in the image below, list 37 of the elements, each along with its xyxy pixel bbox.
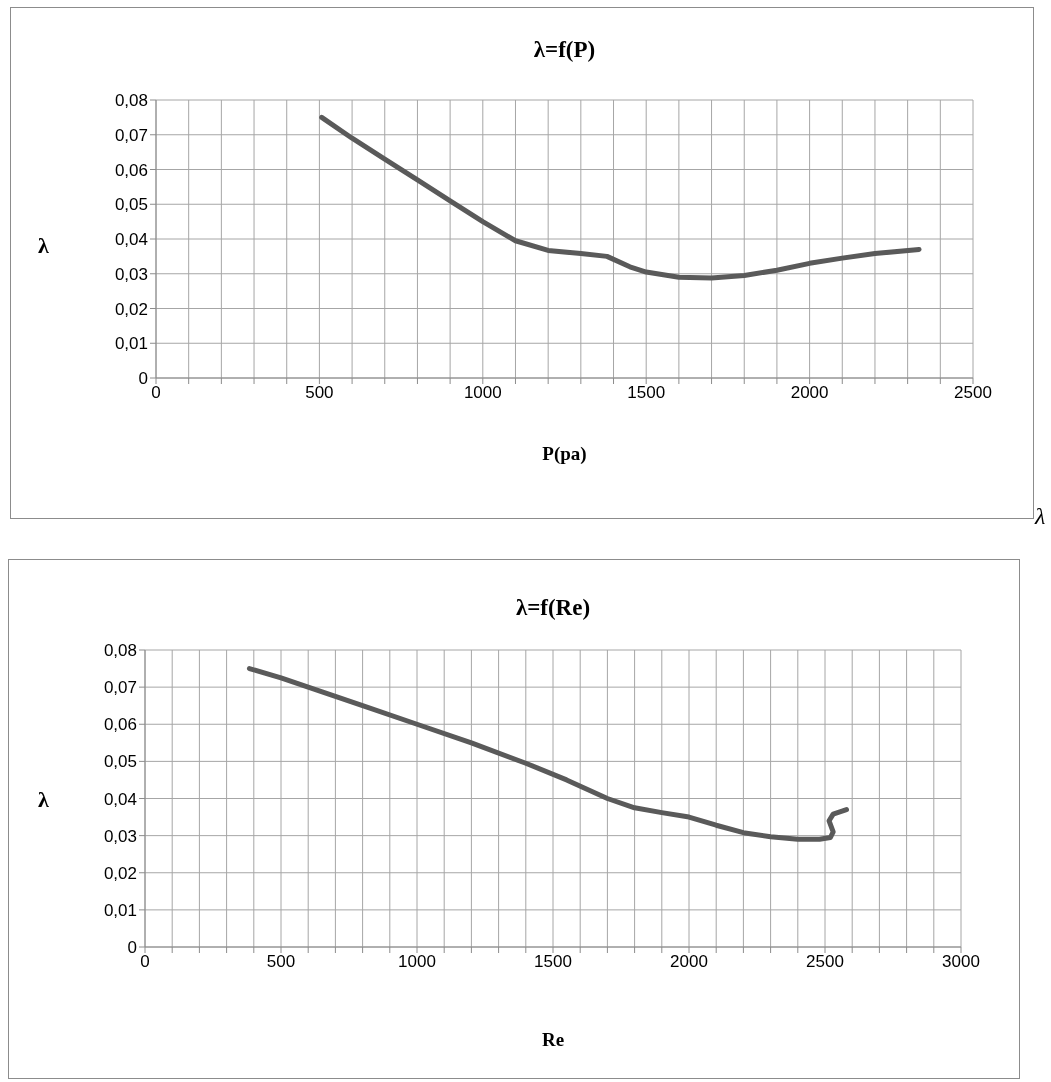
y-tick-label: 0,04: [103, 789, 137, 809]
x-tick-label: 2000: [670, 952, 708, 972]
y-tick-label: 0,01: [114, 334, 148, 354]
y-tick-label: 0,02: [114, 299, 148, 319]
y-tick-label: 0: [138, 369, 148, 389]
y-tick-label: 0,04: [114, 230, 148, 250]
x-axis-title: P(pa): [541, 443, 588, 465]
x-tick-label: 1500: [534, 952, 572, 972]
x-tick-label: 0: [151, 383, 161, 403]
y-axis-title: λ: [38, 787, 49, 813]
y-tick-label: 0,03: [103, 826, 137, 846]
x-tick-label: 2000: [790, 383, 829, 403]
y-tick-label: 0,03: [114, 264, 148, 284]
y-tick-label: 0: [127, 938, 137, 958]
x-tick-label: 2500: [806, 952, 844, 972]
x-axis-title: Re: [540, 1029, 566, 1051]
x-tick-label: 500: [305, 383, 334, 403]
y-tick-label: 0,06: [103, 715, 137, 735]
x-tick-label: 500: [266, 952, 296, 972]
text: λ: [1035, 503, 1046, 530]
x-tick-label: 1500: [627, 383, 666, 403]
x-tick-label: 1000: [463, 383, 502, 403]
y-tick-label: 0,07: [114, 125, 148, 145]
y-tick-label: 0,05: [103, 752, 137, 772]
chart-title: λ=f(P): [532, 37, 597, 63]
y-tick-label: 0,01: [103, 900, 137, 920]
chart-title: λ=f(Re): [514, 595, 592, 621]
y-tick-label: 0,02: [103, 863, 137, 883]
x-tick-label: 1000: [398, 952, 436, 972]
y-tick-label: 0,07: [103, 678, 137, 698]
y-tick-label: 0,05: [114, 195, 148, 215]
y-tick-label: 0,08: [103, 641, 137, 661]
y-tick-label: 0,08: [114, 91, 148, 111]
x-tick-label: 2500: [954, 383, 992, 403]
y-tick-label: 0,06: [114, 160, 148, 180]
x-tick-label: 3000: [942, 952, 980, 972]
y-axis-title: λ: [38, 233, 49, 259]
